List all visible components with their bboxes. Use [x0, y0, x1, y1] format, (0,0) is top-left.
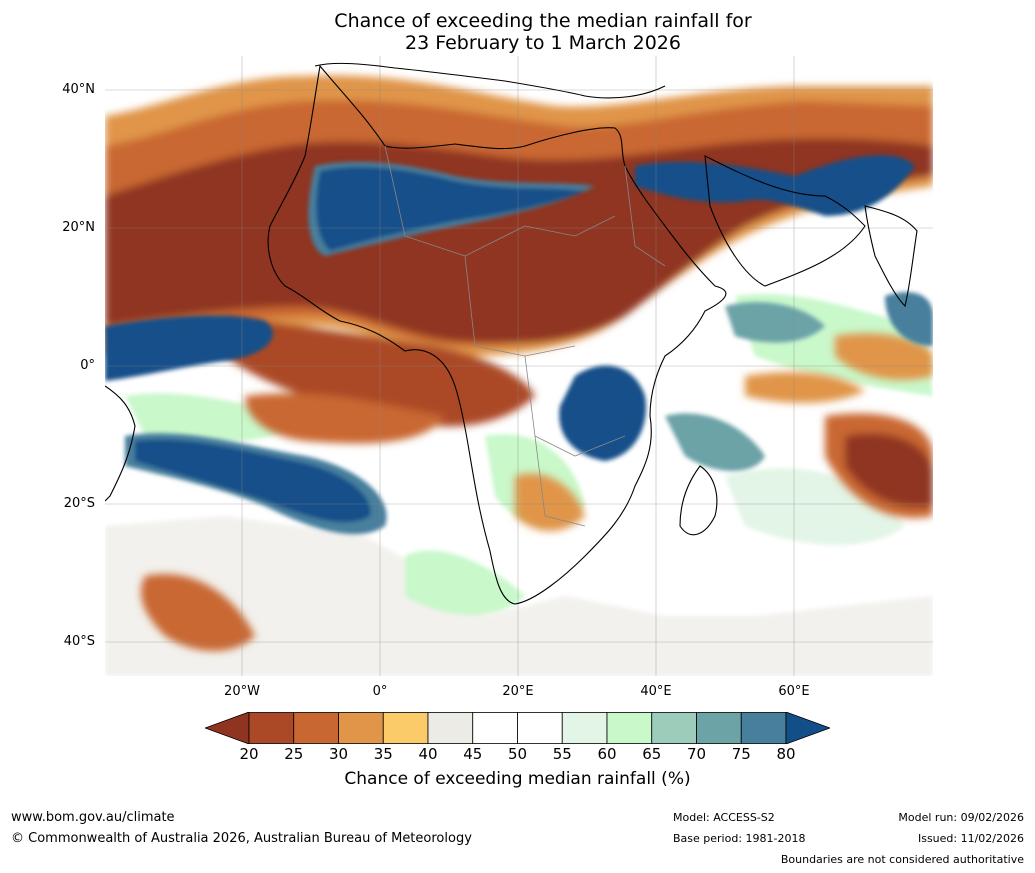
colorbar-cells: [205, 712, 830, 744]
colorbar-tick-label: 35: [373, 745, 393, 763]
colorbar-cell: [248, 712, 295, 744]
colorbar-cell: [561, 712, 608, 744]
colorbar-cell: [740, 712, 787, 744]
lat-label-20n: 20°N: [62, 220, 95, 235]
lon-label-20e: 20°E: [502, 684, 534, 699]
lon-label-20w: 20°W: [224, 684, 260, 699]
colorbar-tick-label: 70: [686, 745, 707, 763]
map-title: Chance of exceeding the median rainfall …: [0, 10, 1035, 54]
issued-date: Issued: 11/02/2026: [917, 832, 1024, 845]
colorbar-tick-label: 75: [731, 745, 751, 763]
base-period: Base period: 1981-2018: [673, 832, 806, 845]
colorbar-cell: [293, 712, 339, 744]
rainfall-map[interactable]: [105, 56, 933, 676]
colorbar-tick-label: 55: [552, 745, 572, 763]
colorbar-tick-label: 60: [597, 745, 617, 763]
lat-label-40n: 40°N: [62, 82, 95, 97]
colorbar-low-extend: [205, 712, 250, 744]
colorbar-tick-label: 40: [418, 745, 438, 763]
colorbar-cell: [338, 712, 384, 744]
title-line-2: 23 February to 1 March 2026: [404, 32, 681, 54]
model-name: Model: ACCESS-S2: [673, 811, 775, 824]
coastlines: [105, 62, 918, 605]
website-link[interactable]: www.bom.gov.au/climate: [11, 810, 175, 825]
lon-label-60e: 60°E: [778, 684, 810, 699]
colorbar-cell: [651, 712, 697, 744]
map-svg: [105, 56, 933, 676]
colorbar-high-extend: [785, 712, 830, 744]
colorbar-tick-label: 30: [328, 745, 349, 763]
colorbar-tick-label: 20: [239, 745, 259, 763]
colorbar-cell: [696, 712, 742, 744]
boundaries-disclaimer: Boundaries are not considered authoritat…: [780, 853, 1024, 866]
colorbar-cell: [427, 712, 474, 744]
model-run-date: Model run: 09/02/2026: [898, 811, 1024, 824]
colorbar-cell: [472, 712, 518, 744]
title-line-1: Chance of exceeding the median rainfall …: [334, 10, 752, 32]
colorbar-label: Chance of exceeding median rainfall (%): [344, 769, 691, 789]
dry-anomaly-field: [105, 75, 933, 651]
country-borders: [384, 145, 666, 527]
colorbar-cell: [606, 712, 653, 744]
colorbar-cell: [517, 712, 563, 744]
colorbar-tick-label: 65: [642, 745, 662, 763]
copyright-text: © Commonwealth of Australia 2026, Austra…: [11, 831, 472, 846]
colorbar-cell: [382, 712, 429, 744]
colorbar-tick-label: 25: [284, 745, 304, 763]
lat-label-equator: 0°: [80, 358, 95, 373]
colorbar-tick-label: 50: [507, 745, 528, 763]
graticule: [105, 56, 933, 676]
lat-label-20s: 20°S: [63, 496, 95, 511]
lat-label-40s: 40°S: [63, 634, 95, 649]
colorbar-tick-label: 45: [463, 745, 483, 763]
colorbar: [205, 712, 830, 744]
lon-label-0: 0°: [372, 684, 388, 699]
lon-label-40e: 40°E: [640, 684, 672, 699]
colorbar-tick-label: 80: [776, 745, 796, 763]
